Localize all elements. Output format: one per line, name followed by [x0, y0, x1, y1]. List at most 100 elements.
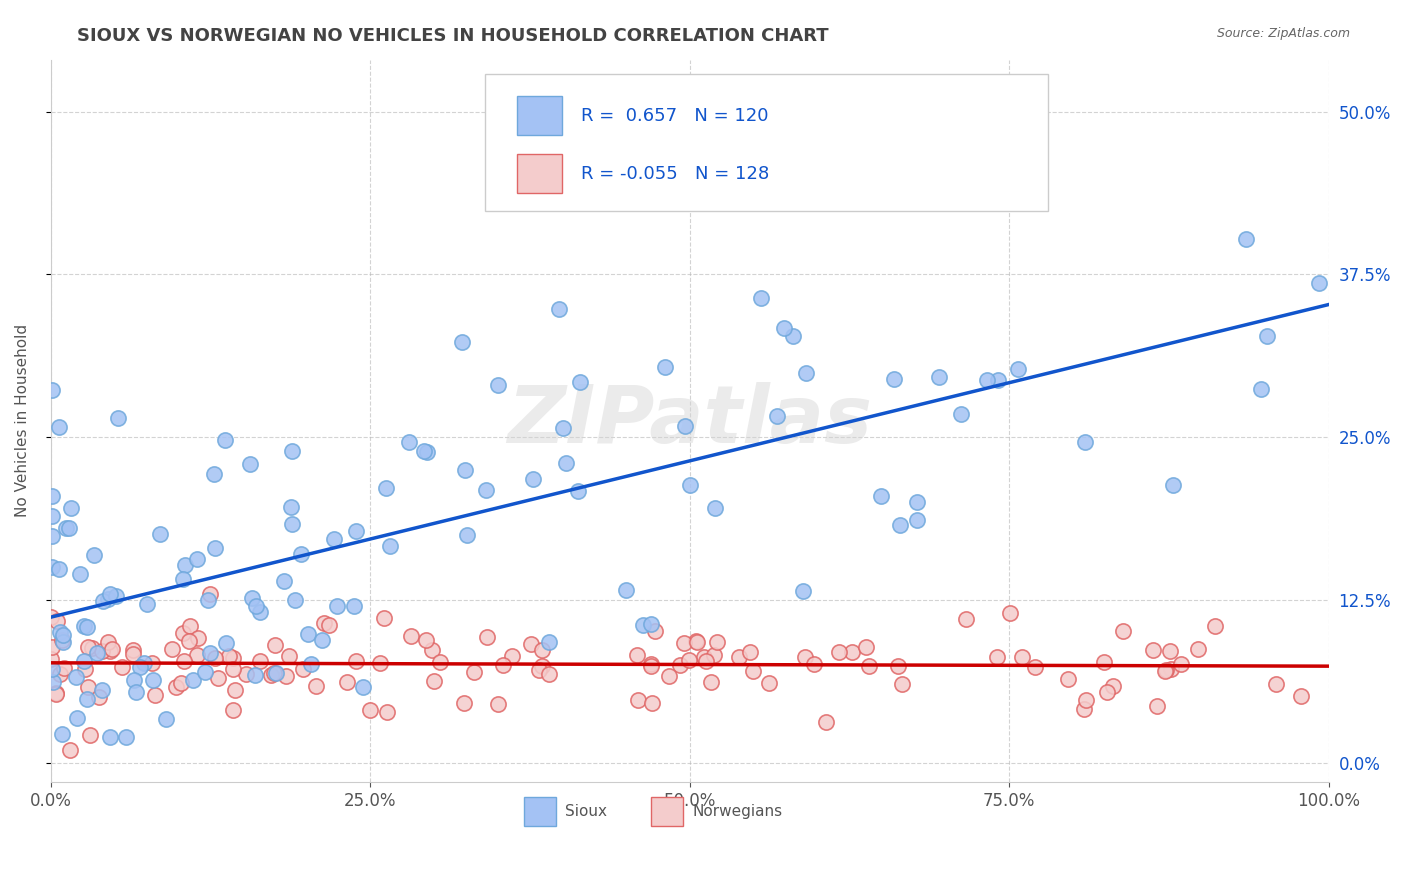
Point: [132, 657, 155, 671]
Point: [311, 633, 333, 648]
Point: [73, 655, 96, 669]
Point: [249, 654, 271, 668]
Point: [1250, 383, 1272, 397]
Text: ZIPatlas: ZIPatlas: [508, 382, 872, 460]
Point: [520, 637, 543, 651]
Point: [453, 696, 475, 710]
Point: [149, 527, 172, 541]
Text: R =  0.657   N = 120: R = 0.657 N = 120: [581, 107, 769, 125]
Point: [749, 291, 772, 305]
Point: [66, 710, 89, 724]
Point: [463, 665, 485, 679]
Point: [173, 654, 195, 668]
Point: [486, 697, 509, 711]
Point: [537, 667, 560, 681]
Point: [375, 705, 398, 719]
Point: [678, 653, 700, 667]
Point: [322, 533, 344, 547]
Point: [172, 573, 194, 587]
Point: [644, 624, 666, 638]
Point: [198, 646, 221, 660]
Point: [738, 645, 761, 659]
Point: [80, 640, 103, 655]
Point: [240, 591, 263, 605]
Point: [1308, 277, 1330, 291]
Point: [668, 658, 690, 673]
Point: [41, 490, 63, 504]
Point: [855, 640, 877, 655]
Point: [1111, 624, 1133, 638]
Point: [111, 659, 134, 673]
Point: [245, 599, 267, 614]
Point: [1000, 607, 1022, 621]
Point: [1142, 643, 1164, 657]
Point: [98, 644, 121, 658]
Point: [264, 666, 287, 681]
Point: [41, 640, 63, 655]
Point: [273, 574, 295, 588]
Point: [828, 645, 851, 659]
Point: [672, 635, 695, 649]
Point: [1159, 644, 1181, 658]
Point: [41, 529, 63, 543]
Point: [492, 657, 515, 672]
Point: [83, 549, 105, 563]
Point: [359, 703, 381, 717]
Point: [143, 689, 166, 703]
Point: [73, 618, 96, 632]
Point: [869, 489, 891, 503]
Point: [276, 669, 298, 683]
Point: [160, 642, 183, 657]
Point: [1102, 679, 1125, 693]
Point: [48, 562, 70, 576]
Point: [454, 463, 477, 477]
Point: [52, 628, 75, 642]
Point: [39, 652, 62, 666]
Point: [263, 638, 285, 652]
Point: [1161, 477, 1184, 491]
Point: [141, 656, 163, 670]
Point: [90, 644, 112, 658]
Point: [1097, 685, 1119, 699]
Point: [135, 597, 157, 611]
Point: [568, 375, 591, 389]
Point: [700, 675, 723, 690]
Point: [475, 483, 498, 497]
Point: [673, 419, 696, 434]
Point: [485, 165, 508, 179]
Point: [456, 528, 478, 542]
Point: [654, 359, 676, 374]
Point: [53, 661, 76, 675]
Point: [695, 654, 717, 668]
Point: [413, 443, 436, 458]
Point: [326, 599, 349, 613]
Point: [186, 648, 208, 662]
Point: [89, 690, 111, 705]
Point: [1170, 657, 1192, 672]
Point: [42, 674, 65, 689]
Point: [380, 539, 402, 553]
Point: [399, 629, 422, 643]
Point: [46, 614, 69, 628]
Point: [224, 683, 246, 698]
Point: [122, 643, 145, 657]
Point: [905, 513, 928, 527]
Point: [344, 655, 367, 669]
Point: [1256, 329, 1278, 343]
Point: [90, 682, 112, 697]
Point: [1234, 232, 1257, 246]
Point: [101, 641, 124, 656]
Point: [179, 619, 201, 633]
Point: [451, 335, 474, 350]
Point: [280, 443, 302, 458]
Point: [41, 509, 63, 524]
Point: [693, 650, 716, 665]
Point: [531, 659, 554, 673]
Point: [51, 633, 73, 648]
Point: [51, 727, 73, 741]
Point: [222, 663, 245, 677]
Point: [239, 457, 262, 471]
Point: [69, 567, 91, 582]
Point: [172, 626, 194, 640]
Point: [259, 668, 281, 682]
